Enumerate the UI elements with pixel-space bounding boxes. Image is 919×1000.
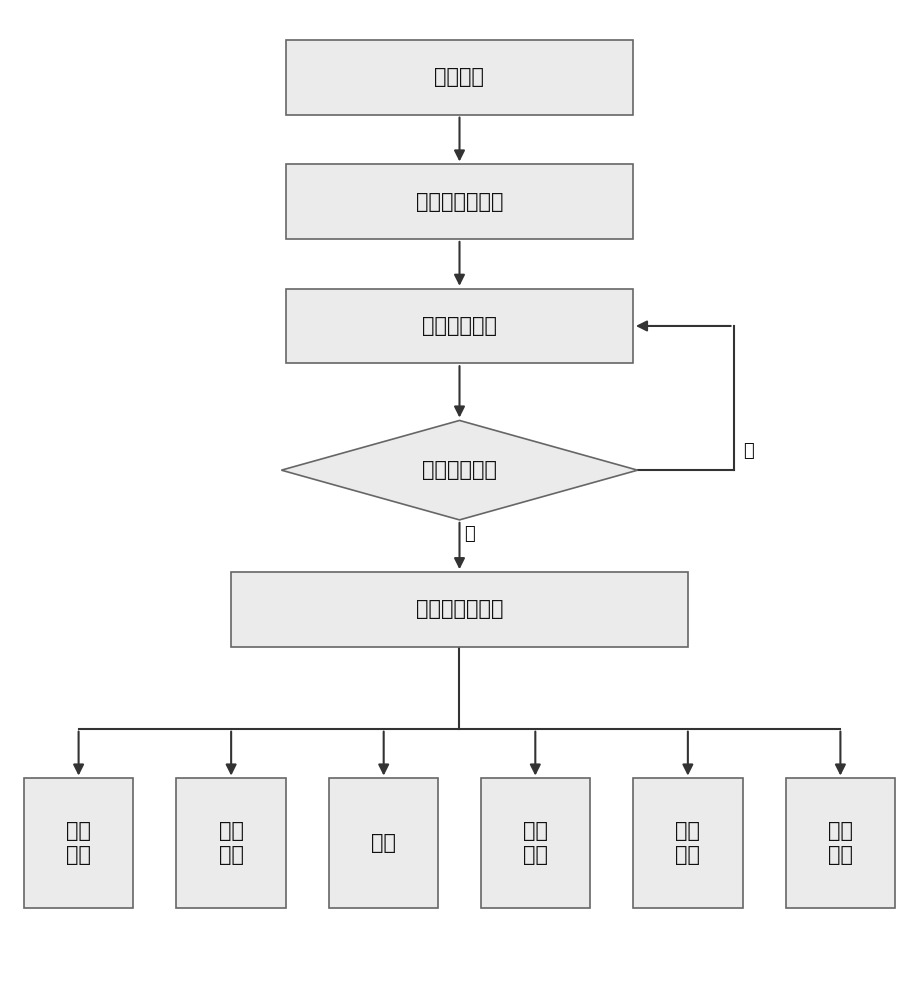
- Text: 数据
回传: 数据 回传: [828, 821, 853, 865]
- FancyBboxPatch shape: [24, 778, 133, 908]
- Text: 否: 否: [743, 442, 754, 460]
- Text: 对时: 对时: [371, 833, 396, 853]
- FancyBboxPatch shape: [286, 40, 633, 115]
- FancyBboxPatch shape: [286, 289, 633, 363]
- Text: 停止
采集: 停止 采集: [675, 821, 700, 865]
- FancyBboxPatch shape: [232, 572, 687, 647]
- Text: 采集
数据: 采集 数据: [523, 821, 548, 865]
- Text: 是否连接成功: 是否连接成功: [422, 460, 497, 480]
- Text: 系统上电: 系统上电: [435, 67, 484, 87]
- FancyBboxPatch shape: [176, 778, 286, 908]
- FancyBboxPatch shape: [786, 778, 895, 908]
- Text: 数据
清除: 数据 清除: [219, 821, 244, 865]
- Text: 连接显控终端: 连接显控终端: [422, 316, 497, 336]
- FancyBboxPatch shape: [329, 778, 438, 908]
- Text: 接收显控端命令: 接收显控端命令: [415, 599, 504, 619]
- Polygon shape: [281, 420, 638, 520]
- FancyBboxPatch shape: [633, 778, 743, 908]
- Text: 采集单元初始化: 采集单元初始化: [415, 192, 504, 212]
- Text: 状态
查询: 状态 查询: [66, 821, 91, 865]
- Text: 是: 是: [464, 525, 475, 543]
- FancyBboxPatch shape: [286, 164, 633, 239]
- FancyBboxPatch shape: [481, 778, 590, 908]
